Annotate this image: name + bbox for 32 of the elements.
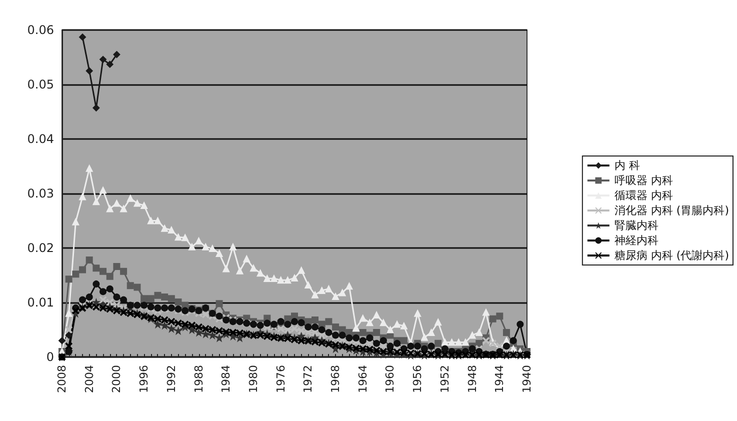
legend-label: 神経内科 [614, 234, 658, 247]
x-tick-label: 1976 [274, 365, 288, 393]
x-tick-label: 1968 [329, 365, 342, 393]
legend-label: 腎臓内科 [614, 219, 658, 232]
x-tick-label: 1996 [138, 365, 151, 393]
x-tick-label: 1948 [466, 365, 479, 393]
legend-label: 呼吸器 内科 [614, 174, 673, 187]
y-tick-label: 0 [46, 350, 54, 364]
x-tick-label: 2008 [56, 365, 68, 393]
legend-label: 消化器 内科 (胃腸内科) [614, 204, 729, 217]
legend-label: 糖尿病 内科 (代謝内科) [614, 249, 729, 262]
x-tick-label: 1956 [411, 365, 424, 393]
x-tick-label: 2004 [82, 365, 96, 393]
x-tick-label: 1992 [164, 365, 178, 393]
x-tick-label: 1960 [384, 365, 397, 393]
x-tick-label: 1952 [438, 365, 452, 393]
y-tick-label: 0.06 [27, 23, 54, 37]
y-tick-label: 0.05 [27, 78, 54, 92]
y-tick-label: 0.01 [27, 296, 54, 310]
x-tick-label: 1988 [192, 365, 206, 393]
x-tick-label: 1944 [493, 365, 506, 393]
y-tick-label: 0.04 [27, 132, 54, 146]
legend-label: 内 科 [614, 159, 640, 172]
y-tick-label: 0.02 [27, 241, 54, 255]
x-tick-label: 1980 [246, 365, 260, 393]
x-tick-label: 1972 [302, 365, 315, 393]
x-tick-label: 1964 [356, 365, 370, 393]
x-tick-label: 1940 [520, 365, 534, 393]
x-tick-label: 2000 [110, 365, 124, 393]
y-tick-label: 0.03 [27, 186, 54, 200]
legend-label: 循環器 内科 [614, 189, 673, 202]
x-tick-label: 1984 [220, 365, 233, 393]
